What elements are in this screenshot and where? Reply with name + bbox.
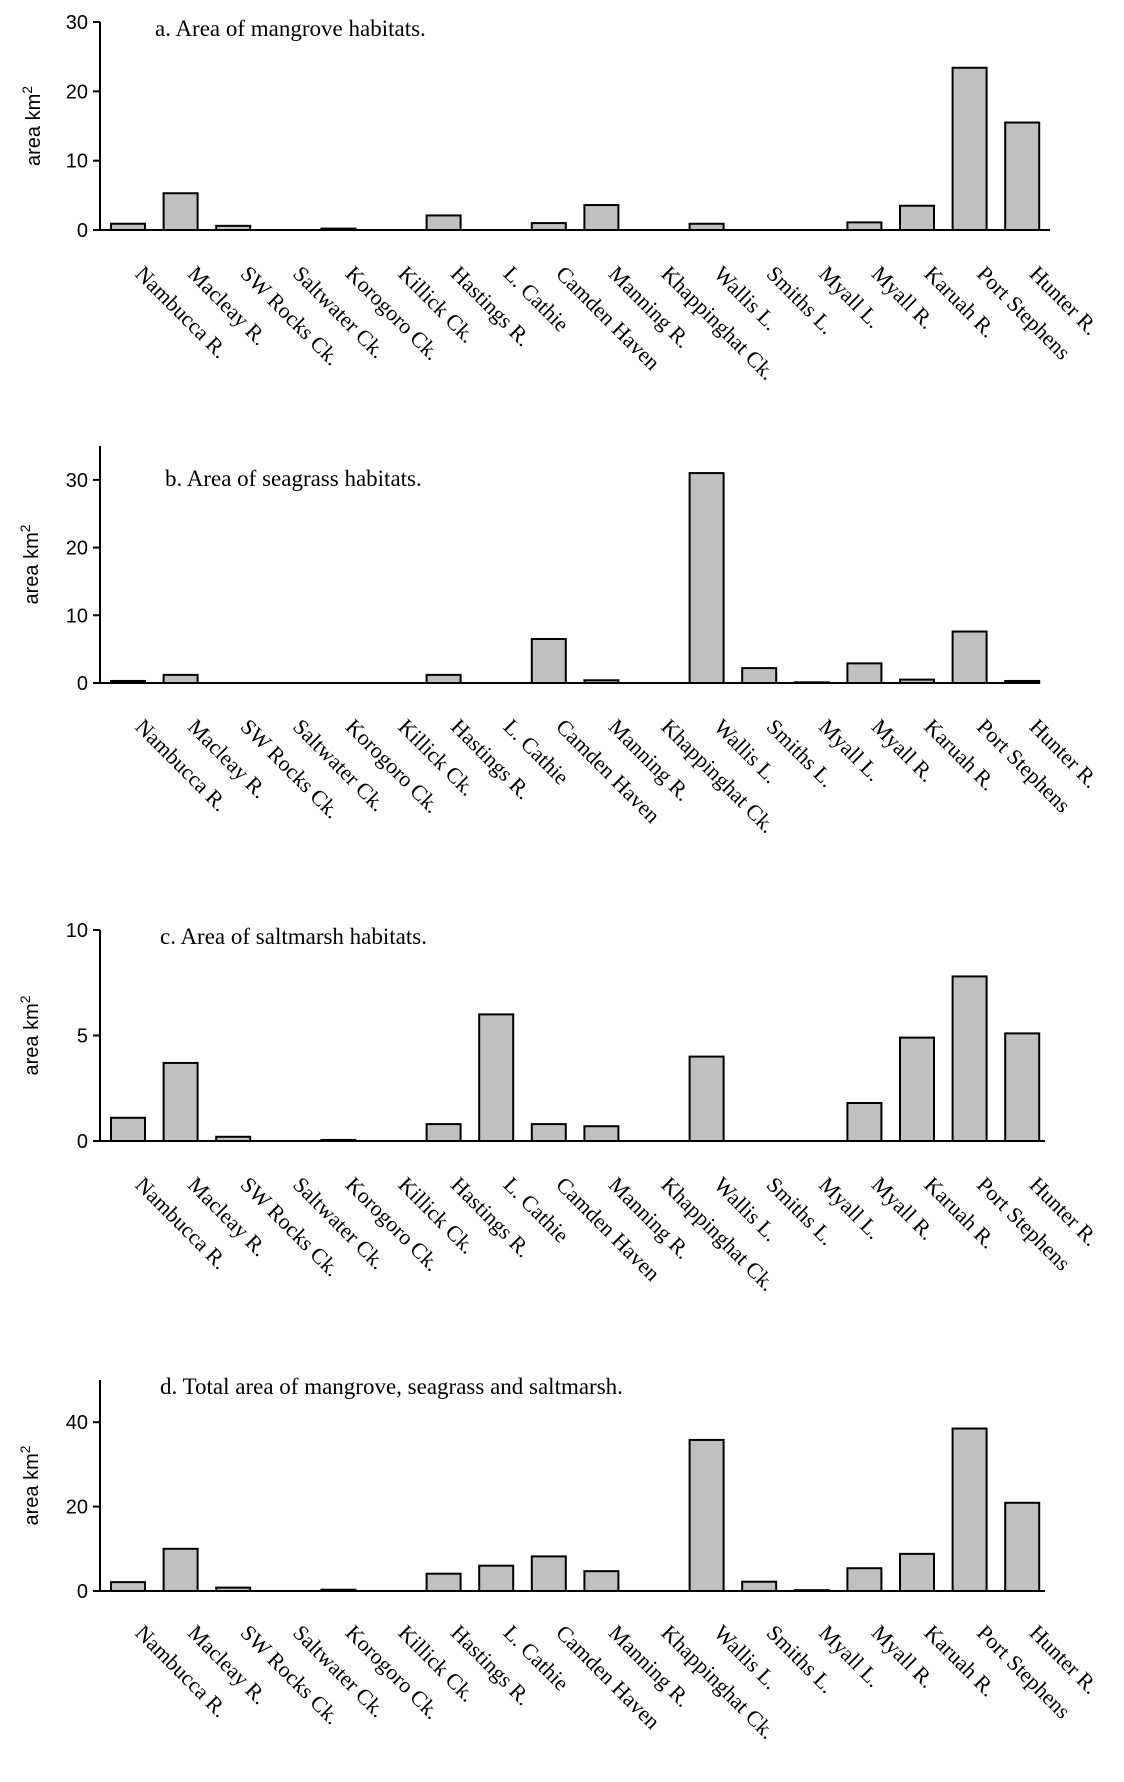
bar xyxy=(899,1036,935,1142)
bar xyxy=(793,681,830,685)
y-tick-label: 30 xyxy=(66,470,88,492)
y-axis-label: area km2 xyxy=(19,86,45,166)
bar xyxy=(583,204,620,231)
y-tick-label: 20 xyxy=(66,538,88,560)
bar xyxy=(1004,1501,1041,1592)
panel-title: a. Area of mangrove habitats. xyxy=(155,16,426,41)
bar xyxy=(530,1555,567,1592)
bar xyxy=(951,1427,988,1593)
y-tick-label: 0 xyxy=(77,1581,88,1603)
bar xyxy=(530,222,567,231)
bar xyxy=(1004,1032,1041,1143)
bar xyxy=(899,678,935,684)
bar xyxy=(425,673,462,684)
bar xyxy=(110,222,146,231)
bar xyxy=(583,1570,620,1593)
bar xyxy=(741,667,778,684)
bar xyxy=(162,1547,199,1593)
bar xyxy=(110,1581,146,1592)
bar xyxy=(478,1564,515,1593)
bar xyxy=(162,192,199,231)
panel-d: 0 20 40 area km2 d. Total area of mangrove, … xyxy=(17,1374,1104,1744)
y-tick-label: 0 xyxy=(77,673,88,695)
bar xyxy=(215,1135,252,1143)
bar xyxy=(320,1588,357,1593)
bar xyxy=(688,222,725,231)
y-tick-label: 10 xyxy=(66,605,88,627)
bar xyxy=(688,1438,725,1592)
bar xyxy=(846,1102,883,1143)
y-tick-label: 0 xyxy=(77,220,88,242)
bar xyxy=(793,1589,830,1593)
y-tick-label: 20 xyxy=(66,81,88,103)
bar xyxy=(1004,679,1041,684)
bar xyxy=(688,1055,725,1142)
panel-title: b. Area of seagrass habitats. xyxy=(165,466,422,491)
y-tick-label: 30 xyxy=(66,12,88,34)
bar xyxy=(425,1572,462,1592)
y-tick-label: 10 xyxy=(66,920,88,942)
y-tick-label: 10 xyxy=(66,151,88,173)
bar xyxy=(478,1013,515,1143)
bar xyxy=(846,1567,883,1593)
bar xyxy=(899,1552,935,1593)
bar xyxy=(899,204,935,232)
y-tick-label: 40 xyxy=(66,1412,88,1434)
bar xyxy=(162,673,199,684)
panel-a: 0 10 20 30 area km2 a. Area of mangrove habit… xyxy=(19,12,1104,385)
panel-title: d. Total area of mangrove, seagrass and … xyxy=(160,1374,623,1399)
bar xyxy=(530,1123,567,1142)
bar xyxy=(425,1123,462,1142)
bar xyxy=(583,679,620,685)
bar xyxy=(110,1116,146,1143)
y-axis-label: area km2 xyxy=(17,1445,43,1525)
bar xyxy=(688,472,725,685)
y-axis-label: area km2 xyxy=(17,995,43,1075)
y-axis-label: area km2 xyxy=(17,524,43,604)
panel-c: 0 5 10 area km2 c. Area of saltmarsh habitat… xyxy=(17,920,1104,1296)
panel-b: 0 10 20 30 area km2 b. Area of seagrass habit… xyxy=(17,446,1104,838)
bar xyxy=(951,975,988,1142)
y-tick-label: 0 xyxy=(77,1131,88,1153)
bar xyxy=(530,637,567,685)
bar xyxy=(162,1061,199,1143)
bar xyxy=(110,679,146,684)
y-tick-label: 5 xyxy=(77,1026,88,1048)
bar xyxy=(1004,121,1041,231)
bar xyxy=(320,1138,357,1142)
bar xyxy=(215,1586,252,1593)
bar xyxy=(583,1125,620,1142)
y-tick-label: 20 xyxy=(66,1497,88,1519)
bar xyxy=(846,662,883,684)
bar xyxy=(215,224,252,231)
bar xyxy=(951,630,988,685)
bar xyxy=(846,221,883,232)
panel-title: c. Area of saltmarsh habitats. xyxy=(160,924,427,949)
bar xyxy=(320,227,357,231)
bar xyxy=(741,1580,778,1592)
bar xyxy=(425,214,462,232)
bar xyxy=(951,66,988,232)
